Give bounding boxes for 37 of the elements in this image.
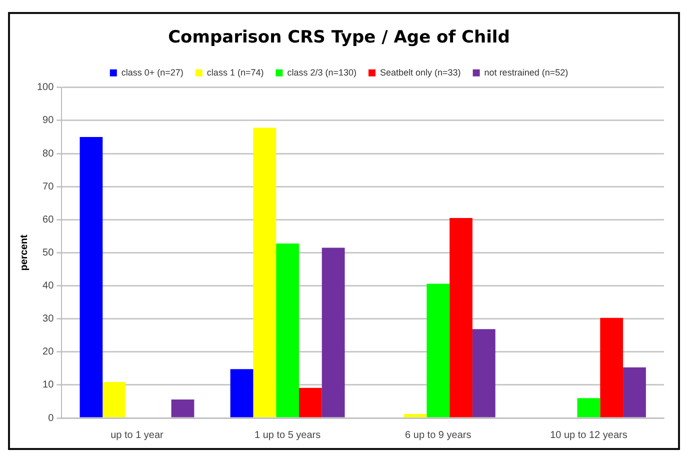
bar xyxy=(404,414,427,418)
bar xyxy=(171,399,194,418)
y-axis-title: percent xyxy=(18,234,30,271)
bar xyxy=(80,136,103,418)
y-tick-label: 70 xyxy=(42,181,54,192)
y-tick-label: 20 xyxy=(42,346,54,358)
y-tick-label: 0 xyxy=(48,412,54,424)
bar xyxy=(322,248,345,418)
legend-label: not restrained (n=52) xyxy=(484,67,568,78)
x-tick-label: up to 1 year xyxy=(110,430,164,441)
y-tick-label: 80 xyxy=(42,148,54,160)
y-tick-label: 30 xyxy=(42,314,54,325)
y-tick-label: 40 xyxy=(42,280,54,292)
y-tick-label: 60 xyxy=(42,214,54,226)
bar xyxy=(623,367,646,418)
x-tick-label: 1 up to 5 years xyxy=(254,430,321,441)
legend-label: class 1 (n=74) xyxy=(206,67,264,78)
y-tick-label: 50 xyxy=(42,247,54,258)
y-tick-label: 10 xyxy=(42,380,54,391)
bar xyxy=(298,388,322,418)
bar xyxy=(600,318,624,418)
bar xyxy=(577,398,600,418)
bar xyxy=(472,329,496,418)
bar xyxy=(230,369,254,418)
bar xyxy=(102,382,126,418)
chart-title: Comparison CRS Type / Age of Child xyxy=(168,28,510,48)
bar xyxy=(253,128,276,418)
bar xyxy=(450,218,472,418)
legend-label: Seatbelt only (n=33) xyxy=(380,67,461,78)
x-tick-label: 6 up to 9 years xyxy=(405,430,472,441)
x-tick-label: 10 up to 12 years xyxy=(550,430,628,441)
y-tick-label: 100 xyxy=(36,82,54,94)
bar xyxy=(276,243,299,418)
y-tick-label: 90 xyxy=(42,115,54,126)
legend-label: class 2/3 (n=130) xyxy=(287,67,357,78)
legend-label: class 0+ (n=27) xyxy=(121,67,184,78)
bar xyxy=(426,284,450,418)
